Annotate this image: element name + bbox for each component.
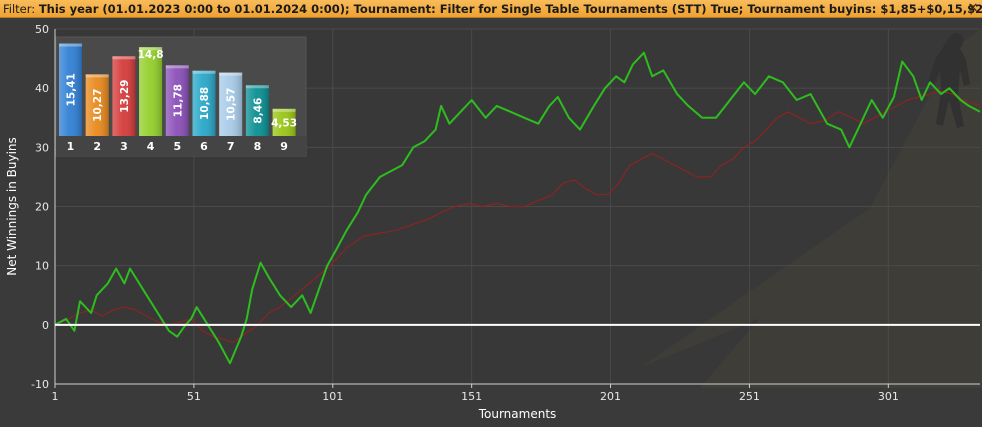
inset-bar-shine bbox=[272, 108, 296, 136]
y-tick-label: -10 bbox=[31, 378, 49, 391]
x-tick-label: 101 bbox=[322, 390, 343, 403]
inset-category-label: 2 bbox=[93, 140, 101, 153]
x-tick-label: 1 bbox=[52, 390, 59, 403]
y-tick-label: 10 bbox=[35, 260, 49, 273]
inset-value-label: 13,29 bbox=[119, 80, 131, 113]
inset-category-label: 4 bbox=[147, 140, 155, 153]
inset-bar-shine bbox=[85, 74, 109, 136]
close-filter-button[interactable]: ✕ bbox=[967, 1, 979, 16]
inset-value-label: 14,8 bbox=[138, 49, 164, 61]
inset-value-label: 15,41 bbox=[66, 73, 78, 106]
inset-bar-cap bbox=[272, 108, 296, 112]
inset-value-label: 10,27 bbox=[92, 89, 104, 122]
inset-bar-cap bbox=[139, 47, 163, 51]
inset-bar-cap bbox=[165, 65, 189, 69]
inset-bar-shine bbox=[192, 70, 216, 136]
filter-text: This year (01.01.2023 0:00 to 01.01.2024… bbox=[38, 2, 982, 16]
inset-value-label: 10,88 bbox=[199, 87, 211, 120]
running-man-watermark bbox=[640, 28, 982, 388]
inset-value-label: 10,57 bbox=[226, 88, 238, 121]
inset-category-label: 3 bbox=[120, 140, 128, 153]
inset-category-label: 1 bbox=[67, 140, 75, 153]
y-tick-label: 20 bbox=[35, 201, 49, 214]
watermark-figure bbox=[928, 33, 970, 128]
inset-category-strip bbox=[56, 136, 306, 156]
inset-category-label: 7 bbox=[227, 140, 235, 153]
inset-value-label: 8,46 bbox=[252, 98, 264, 124]
y-tick-label: 50 bbox=[35, 23, 49, 36]
filter-bar: Filter: This year (01.01.2023 0:00 to 01… bbox=[0, 0, 982, 18]
inset-bar-shine bbox=[165, 65, 189, 136]
inset-value-label: 4,53 bbox=[271, 117, 297, 129]
y-axis-label: Net Winnings in Buyins bbox=[5, 137, 19, 276]
x-tick-label: 201 bbox=[600, 390, 621, 403]
filter-label: Filter: bbox=[3, 2, 36, 16]
inset-bar-cap bbox=[245, 85, 269, 89]
y-tick-label: 0 bbox=[42, 319, 49, 332]
inset-bar-shine bbox=[219, 72, 243, 136]
inset-bar-shine bbox=[59, 43, 82, 136]
inset-bar-cap bbox=[219, 72, 243, 76]
x-axis-label: Tournaments bbox=[478, 407, 557, 421]
series-line-winnings bbox=[54, 51, 981, 365]
inset-category-label: 6 bbox=[200, 140, 208, 153]
x-tick-label: 301 bbox=[878, 390, 899, 403]
y-tick-label: 30 bbox=[35, 141, 49, 154]
inset-value-label: 11,78 bbox=[172, 84, 184, 117]
inset-bar-cap bbox=[85, 74, 109, 78]
inset-bar-shine bbox=[139, 47, 163, 137]
inset-category-label: 5 bbox=[173, 140, 181, 153]
inset-bar-cap bbox=[192, 70, 216, 74]
inset-category-label: 8 bbox=[254, 140, 262, 153]
inset-category-label: 9 bbox=[280, 140, 288, 153]
inset-bar-cap bbox=[112, 56, 136, 60]
y-tick-label: 40 bbox=[35, 82, 49, 95]
x-tick-label: 151 bbox=[461, 390, 482, 403]
inset-bar-shine bbox=[112, 56, 136, 137]
finish-position-inset: 15,41 1 10,27 2 13,29 3 14,8 4 11,78 5 10,88 6 10,57… bbox=[55, 36, 307, 157]
x-tick-label: 51 bbox=[187, 390, 201, 403]
inset-bar-shine bbox=[245, 85, 269, 136]
watermark-arrow-shape bbox=[640, 28, 982, 388]
x-tick-label: 251 bbox=[739, 390, 760, 403]
inset-bar-cap bbox=[59, 43, 82, 47]
series-line-allin-ev bbox=[54, 90, 981, 344]
